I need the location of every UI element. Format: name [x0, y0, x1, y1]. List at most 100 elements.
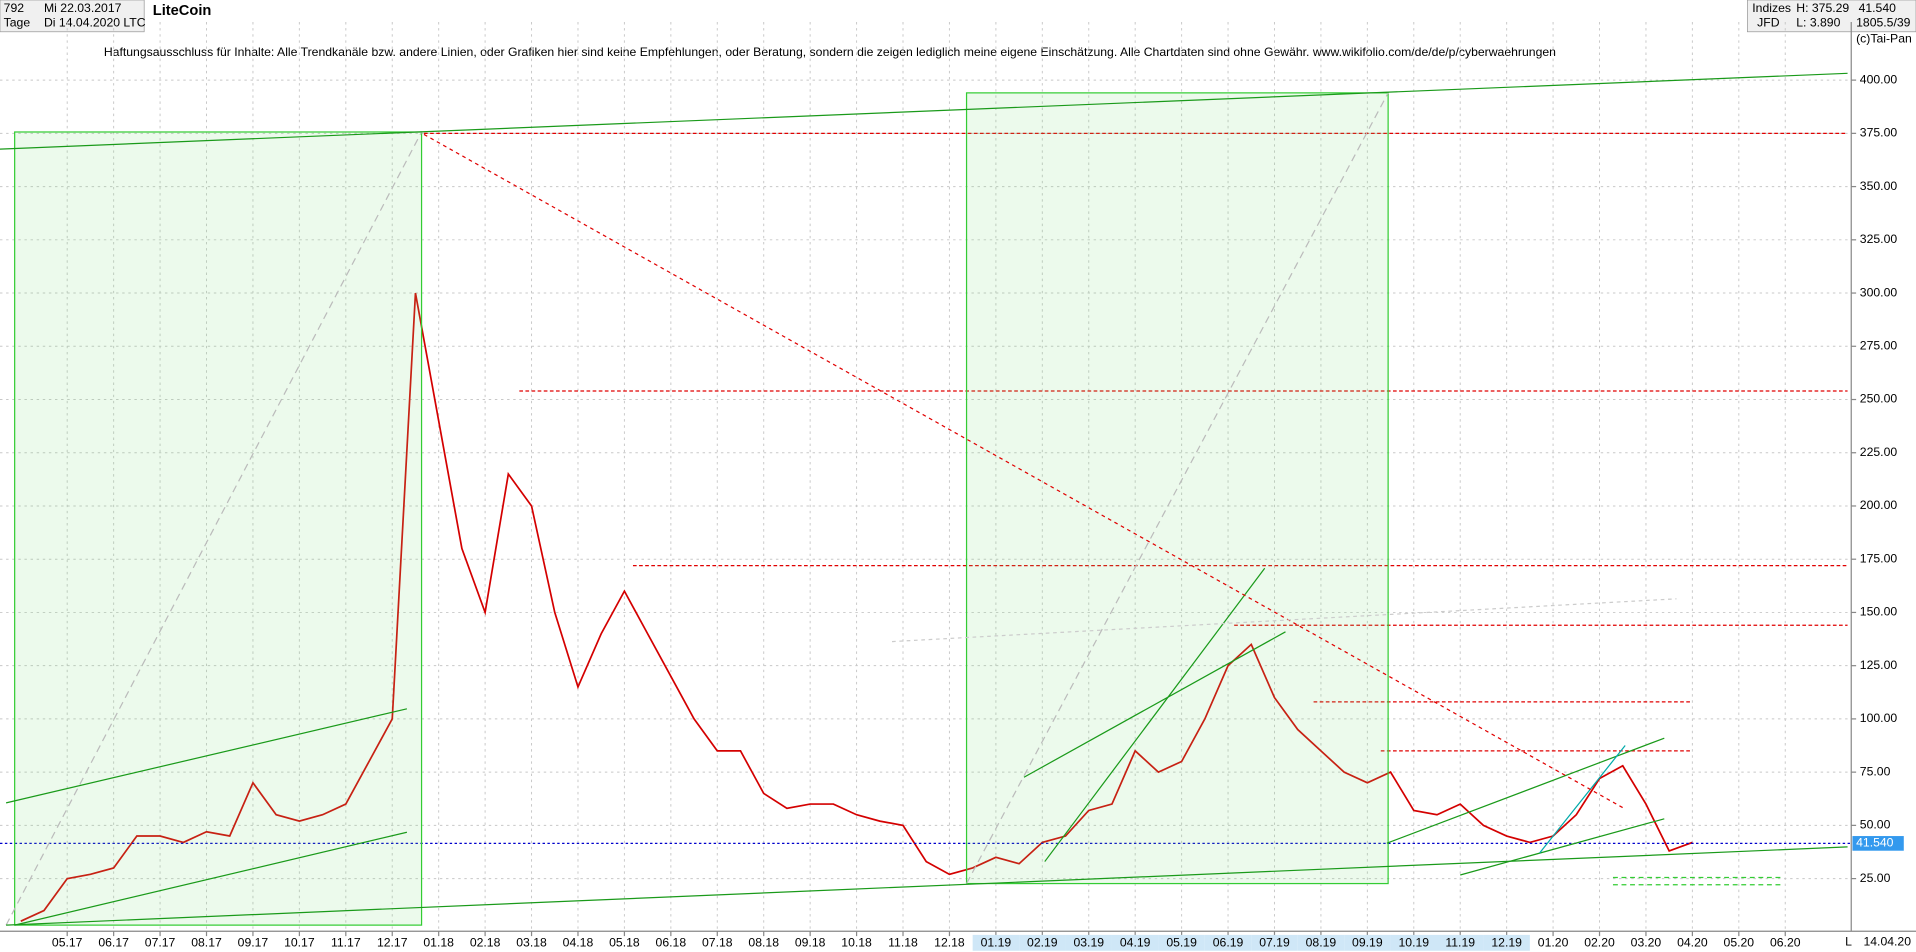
x-tick-label: 07.18	[702, 936, 733, 950]
trend-line	[1386, 737, 1665, 844]
diagonal	[966, 92, 1389, 884]
x-label-bg	[1111, 934, 1159, 951]
x-tick-label: 11.18	[888, 936, 918, 950]
x-tick-label: 08.17	[191, 936, 222, 950]
trend-line	[423, 133, 1626, 810]
x-label-bg	[1204, 934, 1252, 951]
broker: JFD	[1757, 15, 1780, 29]
x-tick-label: 03.18	[516, 936, 547, 950]
x-tick-label: 04.20	[1677, 936, 1708, 950]
last: 41.540	[1859, 1, 1897, 15]
plot-area	[0, 21, 1852, 932]
x-tick-label: 10.19	[1398, 936, 1429, 950]
x-tick-label: 12.19	[1491, 936, 1522, 950]
y-tick-label: 150.00	[1860, 605, 1898, 619]
x-tick-label: 07.17	[145, 936, 176, 950]
last-date: 14.04.20	[1863, 934, 1911, 948]
trend-line	[1023, 631, 1286, 778]
date-box	[1842, 932, 1916, 952]
x-tick-label: 03.19	[1073, 936, 1104, 950]
x-tick-label: 08.18	[748, 936, 779, 950]
x-label-bg	[1483, 934, 1530, 951]
x-label-bg	[1390, 934, 1437, 951]
x-tick-label: 12.18	[934, 936, 965, 950]
x-tick-label: 01.20	[1538, 936, 1569, 950]
interval: Tage	[4, 15, 31, 29]
x-label-bg	[1437, 934, 1484, 951]
x-tick-label: 10.17	[284, 936, 315, 950]
x-tick-label: 02.20	[1584, 936, 1615, 950]
x-tick-label: 09.17	[238, 936, 269, 950]
y-tick-label: 225.00	[1860, 445, 1898, 459]
trend-line	[1539, 745, 1626, 854]
x-tick-label: 07.19	[1259, 936, 1290, 950]
trend-line	[1460, 818, 1665, 876]
group: Indizes	[1752, 1, 1791, 15]
x-tick-label: 02.18	[470, 936, 501, 950]
x-label-bg	[972, 934, 1020, 951]
low: L: 3.890	[1796, 15, 1840, 29]
y-tick-label: 50.00	[1860, 818, 1891, 832]
x-tick-label: 12.17	[377, 936, 408, 950]
trend-line	[5, 708, 408, 804]
x-label-bg	[1251, 934, 1298, 951]
x-label-bg	[1344, 934, 1391, 951]
last-value-box	[1852, 836, 1904, 851]
x-tick-label: 11.19	[1445, 936, 1475, 950]
x-label-bg	[1019, 934, 1066, 951]
price-line	[20, 292, 1693, 922]
x-tick-label: 04.18	[563, 936, 594, 950]
box	[14, 131, 423, 926]
header-box[interactable]	[0, 0, 145, 33]
trend-line	[6, 846, 1848, 926]
last-value-label: 41.540	[1856, 836, 1894, 850]
y-tick-label: 375.00	[1860, 126, 1898, 140]
info-box	[1747, 0, 1916, 33]
x-label-bg	[1297, 934, 1345, 951]
overlays	[0, 72, 1848, 926]
start-date: Mi 22.03.2017	[44, 1, 122, 15]
x-tick-label: 02.19	[1027, 936, 1058, 950]
y-tick-label: 25.00	[1860, 871, 1891, 885]
x-tick-label: 06.19	[1213, 936, 1244, 950]
y-tick-label: 125.00	[1860, 658, 1898, 672]
x-label-bg	[1158, 934, 1205, 951]
y-tick-label: 175.00	[1860, 551, 1898, 565]
x-tick-label: 11.17	[331, 936, 361, 950]
x-tick-label: 08.19	[1306, 936, 1337, 950]
trend-line	[0, 72, 1848, 150]
y-tick-label: 325.00	[1860, 232, 1898, 246]
y-tick-label: 275.00	[1860, 339, 1898, 353]
x-tick-label: 01.19	[981, 936, 1012, 950]
x-tick-label: 01.18	[423, 936, 454, 950]
y-tick-label: 250.00	[1860, 392, 1898, 406]
count: 792	[4, 1, 25, 15]
x-tick-label: 03.20	[1631, 936, 1662, 950]
x-tick-label: 06.17	[98, 936, 129, 950]
x-tick-label: 05.17	[52, 936, 83, 950]
x-tick-label: 05.20	[1724, 936, 1755, 950]
x-tick-label: 06.18	[656, 936, 687, 950]
end-date: Di 14.04.2020	[44, 15, 120, 29]
copyright: (c)Tai-Pan	[1856, 31, 1912, 45]
trend-line	[891, 598, 1677, 643]
x-tick-label: 04.19	[1120, 936, 1151, 950]
x-tick-label: 09.19	[1352, 936, 1383, 950]
x-tick-label: 05.18	[609, 936, 640, 950]
y-tick-label: 200.00	[1860, 498, 1898, 512]
stats: 1805.5/39	[1856, 15, 1911, 29]
y-tick-label: 75.00	[1860, 764, 1891, 778]
trend-line	[1044, 567, 1266, 862]
x-label-bg	[1065, 934, 1112, 951]
x-tick-label: 06.20	[1770, 936, 1801, 950]
y-tick-label: 400.00	[1860, 72, 1898, 86]
trend-line	[14, 831, 408, 926]
disclaimer: Haftungsausschluss für Inhalte: Alle Tre…	[104, 45, 1556, 59]
x-tick-label: 10.18	[841, 936, 872, 950]
chart-title: LiteCoin	[153, 3, 212, 19]
y-tick-label: 300.00	[1860, 285, 1898, 299]
x-tick-label: 09.18	[795, 936, 826, 950]
y-tick-label: 100.00	[1860, 711, 1898, 725]
diagonal	[5, 131, 423, 926]
